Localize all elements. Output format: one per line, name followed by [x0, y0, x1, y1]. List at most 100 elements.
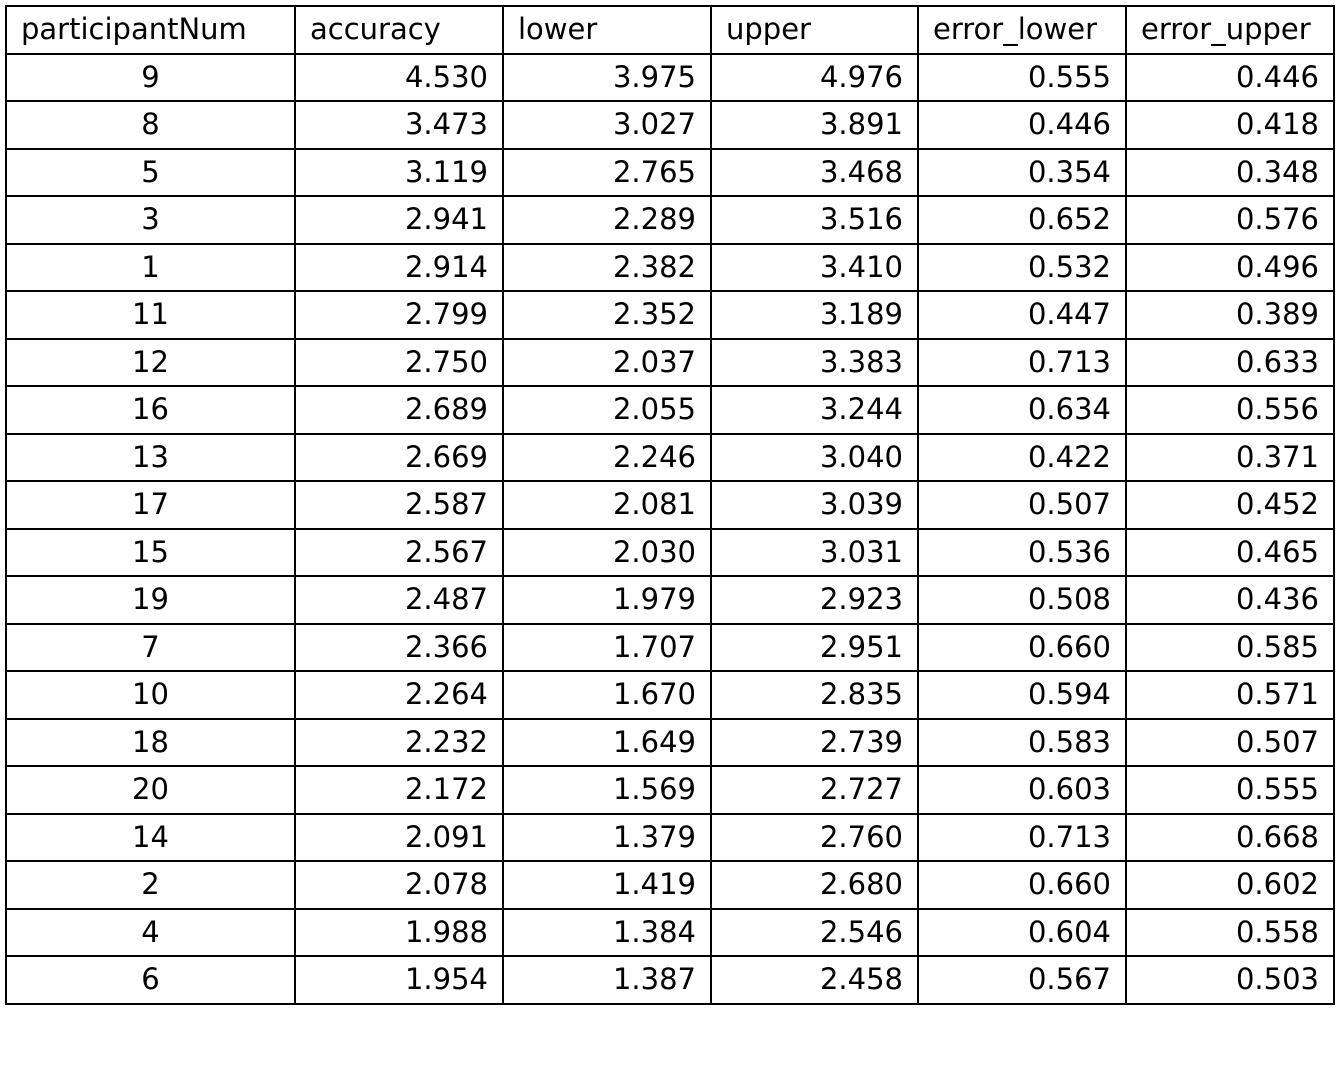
error-upper-cell: 0.496: [1125, 242, 1335, 292]
error-upper-cell: 0.633: [1125, 337, 1335, 387]
upper-cell: 2.923: [710, 575, 919, 625]
participant-cell: 11: [5, 290, 296, 340]
column-header-participantnum: participantNum: [5, 5, 296, 55]
error-lower-cell: 0.567: [917, 955, 1127, 1005]
participant-cell: 15: [5, 527, 296, 577]
table-row: 10 2.264 1.670 2.835 0.594 0.571: [5, 670, 1335, 720]
participant-cell: 2: [5, 860, 296, 910]
error-lower-cell: 0.713: [917, 337, 1127, 387]
accuracy-cell: 2.587: [294, 480, 504, 530]
lower-cell: 1.569: [502, 765, 712, 815]
table-row: 12 2.750 2.037 3.383 0.713 0.633: [5, 337, 1335, 387]
error-upper-cell: 0.446: [1125, 52, 1335, 102]
error-upper-cell: 0.507: [1125, 717, 1335, 767]
lower-cell: 1.379: [502, 812, 712, 862]
table-row: 6 1.954 1.387 2.458 0.567 0.503: [5, 955, 1335, 1005]
error-upper-cell: 0.576: [1125, 195, 1335, 245]
participant-cell: 13: [5, 432, 296, 482]
accuracy-cell: 2.689: [294, 385, 504, 435]
participant-cell: 9: [5, 52, 296, 102]
lower-cell: 2.382: [502, 242, 712, 292]
table-row: 11 2.799 2.352 3.189 0.447 0.389: [5, 290, 1335, 340]
lower-cell: 2.081: [502, 480, 712, 530]
lower-cell: 1.979: [502, 575, 712, 625]
lower-cell: 1.384: [502, 907, 712, 957]
lower-cell: 2.030: [502, 527, 712, 577]
table-row: 20 2.172 1.569 2.727 0.603 0.555: [5, 765, 1335, 815]
upper-cell: 2.739: [710, 717, 919, 767]
participant-cell: 17: [5, 480, 296, 530]
lower-cell: 3.027: [502, 100, 712, 150]
error-upper-cell: 0.555: [1125, 765, 1335, 815]
table-row: 13 2.669 2.246 3.040 0.422 0.371: [5, 432, 1335, 482]
error-upper-cell: 0.348: [1125, 147, 1335, 197]
error-upper-cell: 0.556: [1125, 385, 1335, 435]
error-upper-cell: 0.503: [1125, 955, 1335, 1005]
data-table: participantNum accuracy lower upper erro…: [5, 5, 1335, 1005]
error-upper-cell: 0.436: [1125, 575, 1335, 625]
error-lower-cell: 0.634: [917, 385, 1127, 435]
participant-cell: 14: [5, 812, 296, 862]
table-row: 16 2.689 2.055 3.244 0.634 0.556: [5, 385, 1335, 435]
upper-cell: 2.951: [710, 622, 919, 672]
error-lower-cell: 0.536: [917, 527, 1127, 577]
table-row: 4 1.988 1.384 2.546 0.604 0.558: [5, 907, 1335, 957]
lower-cell: 2.289: [502, 195, 712, 245]
participant-cell: 18: [5, 717, 296, 767]
upper-cell: 3.189: [710, 290, 919, 340]
table-row: 8 3.473 3.027 3.891 0.446 0.418: [5, 100, 1335, 150]
error-upper-cell: 0.418: [1125, 100, 1335, 150]
accuracy-cell: 2.750: [294, 337, 504, 387]
accuracy-cell: 2.172: [294, 765, 504, 815]
table-row: 15 2.567 2.030 3.031 0.536 0.465: [5, 527, 1335, 577]
table-row: 9 4.530 3.975 4.976 0.555 0.446: [5, 52, 1335, 102]
participant-cell: 1: [5, 242, 296, 292]
upper-cell: 2.760: [710, 812, 919, 862]
participant-cell: 19: [5, 575, 296, 625]
error-upper-cell: 0.602: [1125, 860, 1335, 910]
table-row: 2 2.078 1.419 2.680 0.660 0.602: [5, 860, 1335, 910]
accuracy-cell: 4.530: [294, 52, 504, 102]
error-upper-cell: 0.668: [1125, 812, 1335, 862]
lower-cell: 1.670: [502, 670, 712, 720]
error-upper-cell: 0.452: [1125, 480, 1335, 530]
lower-cell: 2.055: [502, 385, 712, 435]
upper-cell: 2.546: [710, 907, 919, 957]
table-row: 1 2.914 2.382 3.410 0.532 0.496: [5, 242, 1335, 292]
error-lower-cell: 0.507: [917, 480, 1127, 530]
error-lower-cell: 0.660: [917, 860, 1127, 910]
accuracy-cell: 2.914: [294, 242, 504, 292]
participant-cell: 5: [5, 147, 296, 197]
participant-cell: 16: [5, 385, 296, 435]
participant-cell: 3: [5, 195, 296, 245]
table-row: 7 2.366 1.707 2.951 0.660 0.585: [5, 622, 1335, 672]
error-lower-cell: 0.508: [917, 575, 1127, 625]
upper-cell: 4.976: [710, 52, 919, 102]
accuracy-cell: 1.954: [294, 955, 504, 1005]
accuracy-cell: 2.264: [294, 670, 504, 720]
participant-cell: 10: [5, 670, 296, 720]
column-header-error-lower: error_lower: [917, 5, 1127, 55]
error-upper-cell: 0.371: [1125, 432, 1335, 482]
participant-cell: 20: [5, 765, 296, 815]
table-row: 18 2.232 1.649 2.739 0.583 0.507: [5, 717, 1335, 767]
lower-cell: 1.387: [502, 955, 712, 1005]
error-lower-cell: 0.422: [917, 432, 1127, 482]
upper-cell: 3.383: [710, 337, 919, 387]
participant-cell: 7: [5, 622, 296, 672]
lower-cell: 1.649: [502, 717, 712, 767]
upper-cell: 2.727: [710, 765, 919, 815]
accuracy-cell: 2.567: [294, 527, 504, 577]
accuracy-cell: 2.941: [294, 195, 504, 245]
table-row: 14 2.091 1.379 2.760 0.713 0.668: [5, 812, 1335, 862]
accuracy-cell: 3.119: [294, 147, 504, 197]
column-header-error-upper: error_upper: [1125, 5, 1335, 55]
lower-cell: 2.352: [502, 290, 712, 340]
participant-cell: 8: [5, 100, 296, 150]
accuracy-cell: 2.487: [294, 575, 504, 625]
error-lower-cell: 0.555: [917, 52, 1127, 102]
lower-cell: 1.419: [502, 860, 712, 910]
accuracy-cell: 2.366: [294, 622, 504, 672]
header-row: participantNum accuracy lower upper erro…: [5, 5, 1335, 55]
upper-cell: 3.891: [710, 100, 919, 150]
